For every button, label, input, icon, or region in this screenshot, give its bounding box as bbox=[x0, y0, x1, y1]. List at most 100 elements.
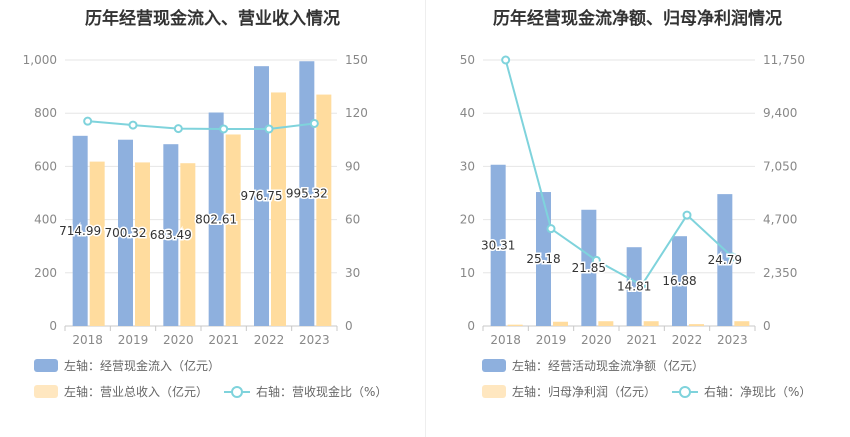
left-chart-panel: 历年经营现金流入、营业收入情况 0 0 200 30 400 60 600 90 800 120 1… bbox=[23, 9, 403, 400]
panel-divider bbox=[425, 0, 426, 437]
x-tick-label: 2023 bbox=[299, 333, 330, 347]
x-tick-label: 2018 bbox=[490, 333, 521, 347]
line-point bbox=[309, 118, 319, 128]
bar-secondary bbox=[225, 134, 241, 326]
legend-item-cash-inflow[interactable]: 左轴：经营现金流入（亿元） bbox=[34, 357, 220, 374]
bar-primary bbox=[581, 209, 597, 326]
right-tick-label: 30 bbox=[345, 266, 360, 280]
legend-line-swatch bbox=[672, 385, 699, 398]
bar-secondary bbox=[598, 321, 614, 326]
bar-secondary bbox=[643, 321, 659, 326]
legend-line-swatch bbox=[224, 385, 251, 398]
bar-data-label: 683.49 bbox=[150, 228, 192, 242]
right-chart-panel: 历年经营现金流净额、归母净利润情况 0 0 10 2,350 20 4,700 30 7,05… bbox=[425, 0, 850, 437]
bar-primary bbox=[118, 139, 133, 326]
legend-swatch bbox=[34, 359, 58, 372]
legend-label: 右轴：营收现金比（%） bbox=[256, 385, 388, 399]
bar-data-label: 16.88 bbox=[662, 274, 696, 288]
bar-secondary bbox=[689, 324, 704, 326]
bar-secondary bbox=[135, 162, 150, 326]
right-tick-label: 7,050 bbox=[763, 159, 797, 173]
right-tick-label: 0 bbox=[345, 319, 353, 333]
right-tick-label: 120 bbox=[345, 106, 368, 120]
legend-swatch bbox=[482, 385, 506, 398]
x-tick-label: 2021 bbox=[626, 333, 657, 347]
legend-item-revenue[interactable]: 左轴：营业总收入（亿元） bbox=[34, 383, 208, 400]
legend-item-net-profit[interactable]: 左轴：归母净利润（亿元） bbox=[482, 383, 656, 400]
bar-primary bbox=[626, 247, 642, 326]
legend-label: 右轴：净现比（%） bbox=[704, 385, 812, 399]
right-tick-label: 9,400 bbox=[763, 106, 797, 120]
x-tick-label: 2021 bbox=[208, 333, 239, 347]
bar-data-label: 976.75 bbox=[241, 189, 283, 203]
legend-row-2: 左轴：归母净利润（亿元） 右轴：净现比（%） bbox=[482, 383, 827, 400]
bar-data-label: 700.32 bbox=[105, 226, 147, 240]
bar-data-label: 21.85 bbox=[572, 261, 606, 275]
chart-plot-area: 0 0 200 30 400 60 600 90 800 120 1,000 150 2018 2019 2… bbox=[23, 53, 368, 347]
bar-secondary bbox=[316, 94, 332, 326]
legend-item-net-cash-ratio[interactable]: 右轴：净现比（%） bbox=[672, 383, 811, 400]
line-point bbox=[546, 224, 556, 234]
left-tick-label: 50 bbox=[460, 53, 475, 67]
bar-primary bbox=[672, 236, 687, 326]
bar-primary bbox=[299, 61, 315, 327]
x-tick-label: 2019 bbox=[536, 333, 567, 347]
x-tick-label: 2020 bbox=[581, 333, 612, 347]
bar-data-label: 25.18 bbox=[526, 252, 560, 266]
left-tick-label: 800 bbox=[34, 106, 57, 120]
right-tick-label: 90 bbox=[345, 159, 360, 173]
bar-primary bbox=[163, 144, 179, 326]
x-tick-label: 2019 bbox=[118, 333, 149, 347]
bar-secondary bbox=[180, 163, 196, 326]
bar-primary bbox=[536, 192, 551, 326]
legend-label: 左轴：营业总收入（亿元） bbox=[64, 385, 209, 399]
legend-swatch bbox=[34, 385, 58, 398]
left-tick-label: 0 bbox=[49, 319, 57, 333]
legend-item-net-cash-flow[interactable]: 左轴：经营活动现金流净额（亿元） bbox=[482, 357, 704, 374]
left-tick-label: 200 bbox=[34, 266, 57, 280]
left-tick-label: 20 bbox=[460, 213, 475, 227]
legend-row-2: 左轴：营业总收入（亿元） 右轴：营收现金比（%） bbox=[34, 383, 403, 400]
legend-swatch bbox=[482, 359, 506, 372]
series-line bbox=[87, 120, 315, 130]
chart-title: 历年经营现金流入、营业收入情况 bbox=[85, 9, 340, 29]
line-point bbox=[501, 55, 511, 65]
right-tick-label: 60 bbox=[345, 213, 360, 227]
x-tick-label: 2023 bbox=[717, 333, 748, 347]
bar-secondary bbox=[271, 92, 286, 327]
left-tick-label: 400 bbox=[34, 213, 57, 227]
legend-label: 左轴：经营活动现金流净额（亿元） bbox=[512, 359, 705, 373]
series-line bbox=[504, 59, 734, 287]
left-tick-label: 30 bbox=[460, 159, 475, 173]
bar-data-label: 714.99 bbox=[59, 224, 101, 238]
right-tick-label: 2,350 bbox=[763, 266, 797, 280]
chart-title: 历年经营现金流净额、归母净利润情况 bbox=[493, 9, 782, 29]
right-tick-label: 4,700 bbox=[763, 213, 797, 227]
x-tick-label: 2018 bbox=[72, 333, 103, 347]
right-tick-label: 11,750 bbox=[763, 53, 805, 67]
bar-data-label: 30.31 bbox=[481, 238, 515, 252]
bar-data-label: 802.61 bbox=[195, 212, 237, 226]
bar-data-label: 995.32 bbox=[286, 187, 328, 201]
line-point bbox=[128, 120, 138, 130]
line-point bbox=[264, 124, 274, 134]
chart-plot-area: 0 0 10 2,350 20 4,700 30 7,050 40 9,400 50 11,750 20… bbox=[460, 53, 805, 347]
x-tick-label: 2020 bbox=[163, 333, 194, 347]
line-point bbox=[682, 210, 692, 220]
bar-primary bbox=[208, 112, 224, 326]
legend-label: 左轴：经营现金流入（亿元） bbox=[64, 359, 221, 373]
left-tick-label: 1,000 bbox=[23, 53, 57, 67]
line-point bbox=[83, 116, 93, 126]
x-tick-label: 2022 bbox=[672, 333, 703, 347]
bar-secondary bbox=[89, 161, 105, 326]
left-tick-label: 0 bbox=[467, 319, 475, 333]
bar-secondary bbox=[734, 321, 750, 326]
legend-item-cash-ratio[interactable]: 右轴：营收现金比（%） bbox=[224, 383, 387, 400]
bar-primary bbox=[490, 164, 506, 326]
line-point bbox=[727, 252, 737, 262]
bar-data-label: 24.79 bbox=[708, 253, 742, 267]
legend-row-1: 左轴：经营活动现金流净额（亿元） bbox=[482, 357, 720, 374]
bar-primary bbox=[717, 194, 733, 326]
left-tick-label: 40 bbox=[460, 106, 475, 120]
line-point bbox=[591, 255, 601, 265]
